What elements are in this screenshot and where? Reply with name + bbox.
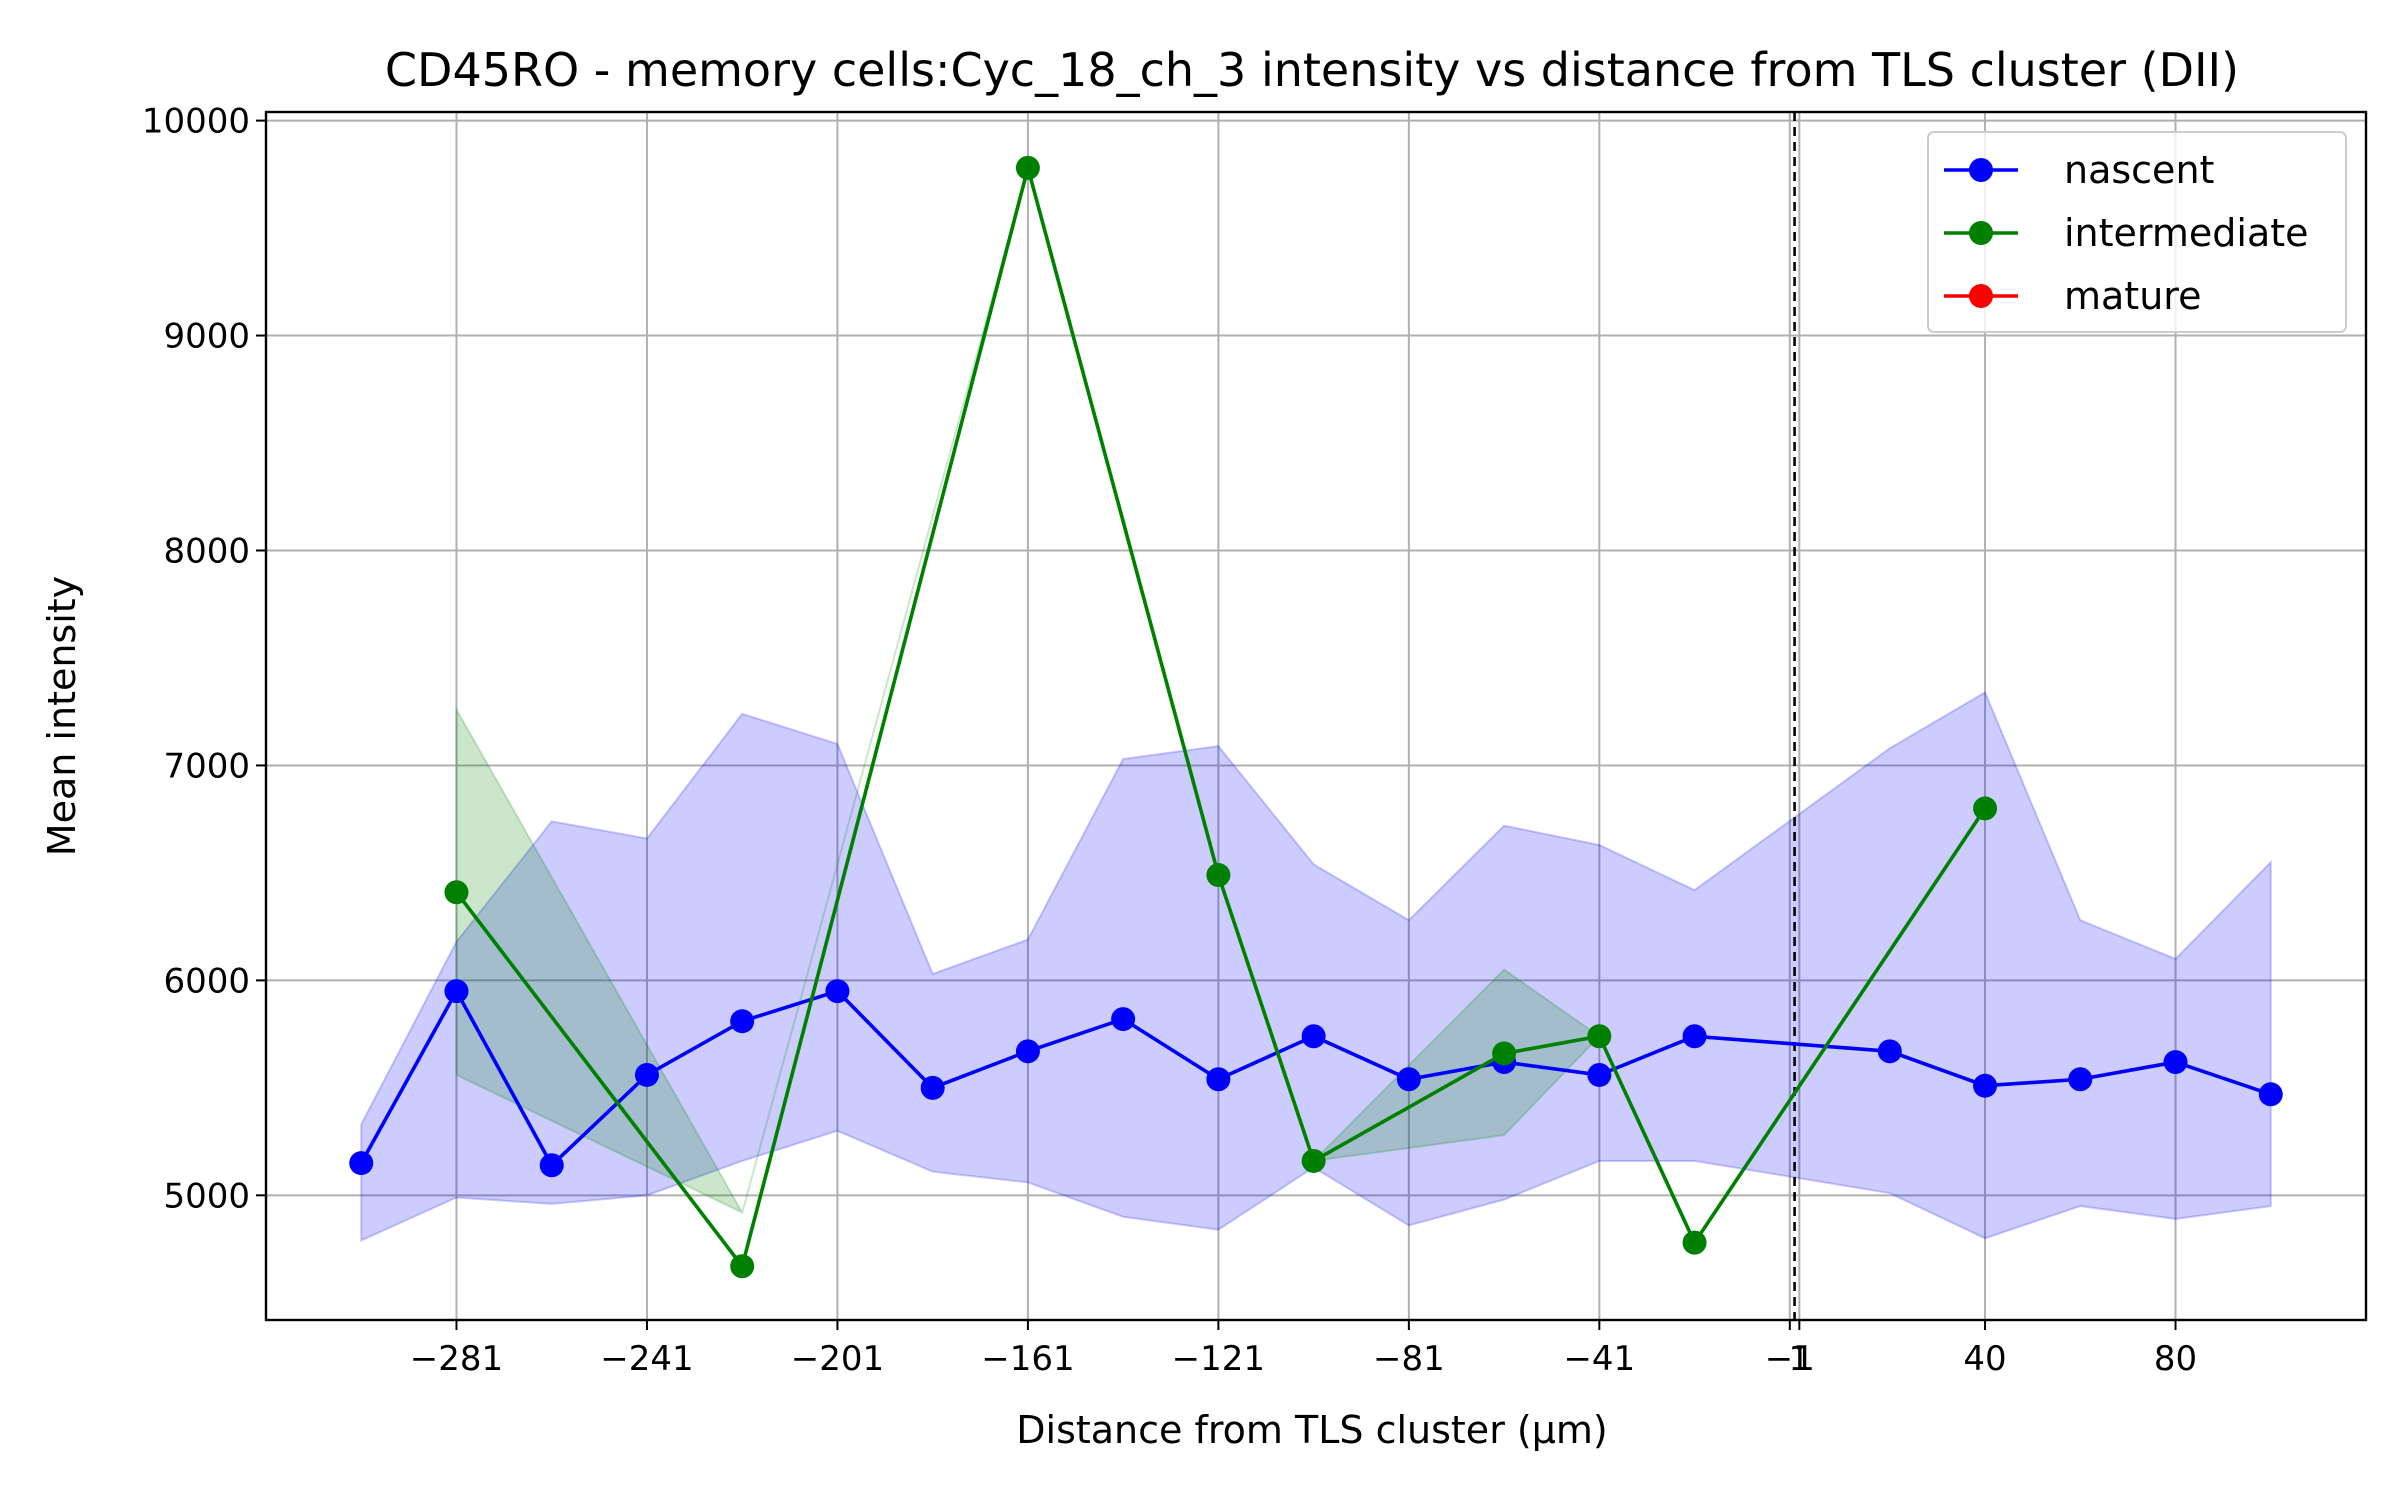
nascent-point (2163, 1050, 2188, 1075)
x-tick-label: −241 (600, 1339, 693, 1379)
plot-frame (264, 110, 2368, 1322)
chart-title: CD45RO - memory cells:Cyc_18_ch_3 intens… (385, 43, 2239, 97)
y-tick-label: 7000 (163, 746, 250, 786)
nascent-point (1682, 1024, 1707, 1049)
grid-lines (266, 112, 2366, 1320)
nascent-point (1973, 1073, 1998, 1098)
nascent-point (1396, 1067, 1421, 1092)
y-tick-label: 6000 (163, 961, 250, 1001)
nascent-point (444, 979, 469, 1004)
nascent-point (1111, 1007, 1136, 1032)
y-axis-label: Mean intensity (40, 576, 84, 856)
legend: nascent intermediate mature (1927, 131, 2347, 333)
legend-label-intermediate: intermediate (2064, 211, 2309, 255)
nascent-point (825, 979, 850, 1004)
nascent-point (1015, 1039, 1040, 1064)
y-axis-ticks: 5000 6000 7000 8000 9000 10000 (142, 102, 266, 1216)
intermediate-point (730, 1254, 755, 1279)
legend-marker-intermediate (1969, 221, 1993, 245)
nascent-point (1206, 1067, 1231, 1092)
nascent-point (349, 1151, 374, 1176)
x-tick-label: −41 (1563, 1339, 1635, 1379)
legend-label-mature: mature (2064, 274, 2201, 318)
intermediate-point (1301, 1148, 1326, 1173)
y-tick-label: 8000 (163, 531, 250, 571)
intermediate-point (1492, 1041, 1517, 1066)
legend-label-nascent: nascent (2064, 148, 2214, 192)
x-axis-ticks: −281 −241 −201 −161 −121 −81 −41 −11 40 80 (410, 1320, 2197, 1379)
x-tick-label: −1 (1765, 1339, 1815, 1379)
x-axis-label: Distance from TLS cluster (μm) (1016, 1408, 1608, 1452)
x-tick-label: −121 (1172, 1339, 1265, 1379)
nascent-point (1587, 1062, 1612, 1087)
intermediate-point (1587, 1024, 1612, 1049)
nascent-point (1877, 1039, 1902, 1064)
nascent-point (920, 1075, 945, 1100)
series-group (349, 155, 2283, 1279)
legend-marker-mature (1969, 284, 1993, 308)
legend-box (1927, 131, 2347, 333)
intermediate-point (1973, 796, 1998, 821)
intermediate-point (1015, 155, 1040, 180)
x-tick-label: 80 (2154, 1339, 2197, 1379)
x-tick-label: 40 (1963, 1339, 2006, 1379)
intermediate-point (1682, 1230, 1707, 1255)
legend-marker-nascent (1969, 158, 1993, 182)
x-tick-label: −201 (791, 1339, 884, 1379)
x-tick-label: −161 (981, 1339, 1074, 1379)
x-tick-label: 1 (1789, 1339, 1811, 1379)
y-tick-label: 5000 (163, 1176, 250, 1216)
y-tick-label: 10000 (142, 102, 250, 142)
nascent-line (359, 987, 2272, 1169)
nascent-point (539, 1153, 564, 1178)
nascent-point (730, 1009, 755, 1034)
intermediate-point (1206, 863, 1231, 888)
nascent-point (1301, 1024, 1326, 1049)
x-tick-label: −281 (410, 1339, 503, 1379)
y-tick-label: 9000 (163, 317, 250, 357)
nascent-point (2068, 1067, 2093, 1092)
x-tick-label: −81 (1373, 1339, 1445, 1379)
nascent-point (2258, 1082, 2283, 1107)
nascent-point (634, 1062, 659, 1087)
intermediate-point (444, 880, 469, 905)
